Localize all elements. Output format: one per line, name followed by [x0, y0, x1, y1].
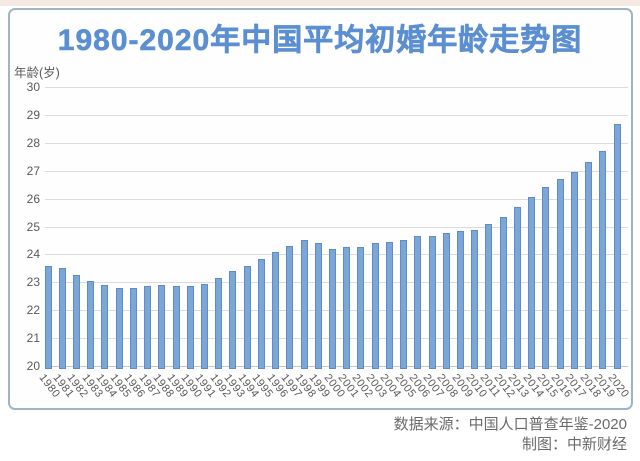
y-tick-label-24: 24 [26, 247, 40, 262]
gridline-28 [45, 142, 628, 144]
bar-2000 [329, 248, 336, 369]
gridline-26 [45, 198, 628, 200]
bar-2011 [485, 223, 493, 369]
bar-2004 [385, 241, 393, 369]
bar-2006 [414, 236, 422, 369]
bar-2019 [599, 151, 607, 369]
y-tick-label-28: 28 [26, 135, 40, 150]
footer-notes: 数据来源：中国人口普查年鉴-2020 制图：中新财经 [394, 415, 627, 455]
bar-2009 [457, 230, 465, 369]
bar-2015 [542, 187, 550, 369]
gridline-21 [45, 338, 628, 340]
y-tick-label-20: 20 [26, 359, 40, 373]
bar-2014 [528, 197, 536, 369]
bar-1994 [243, 265, 251, 369]
page-background-strip [0, 0, 640, 6]
bar-1991 [200, 283, 208, 369]
bar-1999 [314, 243, 322, 369]
bar-2016 [556, 179, 564, 369]
y-tick-label-30: 30 [26, 80, 40, 94]
gridline-23 [45, 282, 628, 284]
gridline-29 [45, 114, 628, 116]
bar-1983 [87, 280, 95, 369]
bar-1985 [115, 287, 123, 369]
bar-1992 [215, 278, 223, 369]
gridline-22 [45, 310, 628, 312]
bar-2013 [513, 206, 521, 369]
y-axis-title: 年龄(岁) [14, 66, 60, 80]
y-tick-label-26: 26 [26, 191, 40, 206]
bar-1987 [144, 286, 152, 369]
bar-1997 [286, 246, 294, 369]
y-tick-label-25: 25 [26, 219, 40, 234]
chart-title: 1980-2020年中国平均初婚年龄走势图 [57, 24, 583, 58]
bar-2012 [499, 216, 507, 369]
y-tick-label-22: 22 [26, 303, 40, 318]
y-tick-label-29: 29 [26, 107, 40, 122]
data-source-note: 数据来源：中国人口普查年鉴-2020 [393, 416, 627, 433]
gridline-27 [45, 170, 628, 172]
bar-1981 [58, 268, 66, 369]
bar-1993 [229, 271, 237, 369]
gridline-30 [45, 87, 628, 88]
bar-2018 [585, 162, 593, 369]
bar-1990 [186, 285, 194, 369]
bar-2005 [400, 240, 408, 369]
bar-1995 [257, 258, 265, 369]
gridline-24 [45, 254, 628, 256]
bar-1989 [172, 286, 180, 369]
bar-1986 [129, 287, 137, 369]
bar-1996 [272, 251, 280, 369]
bar-1984 [101, 285, 109, 369]
gridline-20 [45, 366, 628, 367]
bar-2007 [428, 236, 436, 369]
bar-1988 [158, 285, 166, 369]
credit-note: 制图：中新财经 [521, 436, 627, 453]
bar-2001 [343, 247, 351, 369]
bar-1982 [72, 275, 80, 369]
y-tick-label-21: 21 [26, 331, 40, 346]
bar-2010 [471, 229, 479, 369]
bar-2020 [613, 124, 621, 369]
bar-1980 [44, 265, 52, 369]
gridline-25 [45, 226, 628, 228]
y-tick-label-23: 23 [26, 275, 40, 290]
bar-2002 [357, 247, 365, 369]
bar-2017 [570, 172, 578, 369]
y-tick-label-27: 27 [26, 163, 40, 178]
bar-2008 [442, 233, 450, 369]
bar-1998 [300, 240, 308, 369]
bar-2003 [371, 243, 379, 369]
